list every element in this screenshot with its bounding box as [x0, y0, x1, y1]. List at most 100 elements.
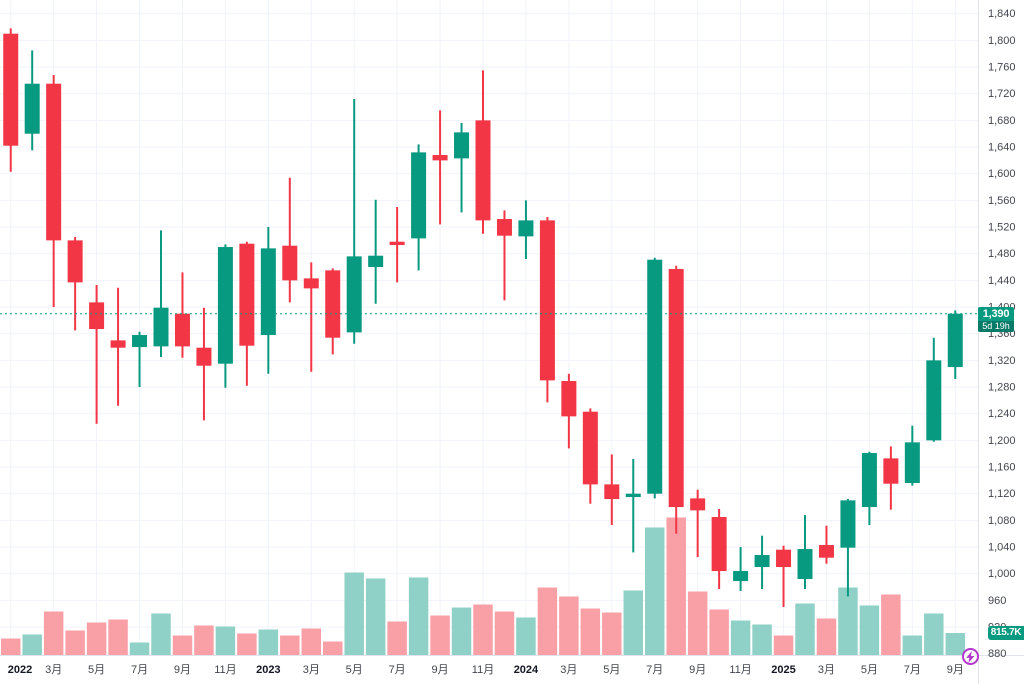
volume-bar [773, 635, 794, 656]
candles [3, 28, 963, 608]
volume-bar [215, 626, 236, 656]
volume-bar [22, 634, 42, 656]
bar-countdown-label: 5d 19h [978, 320, 1014, 332]
month-tick-label: 7月 [131, 664, 148, 676]
price-tick-label: 880 [988, 648, 1006, 660]
candle-body [625, 493, 641, 498]
candle-body [368, 255, 384, 268]
candle-body [561, 381, 577, 417]
candle-body [861, 453, 877, 508]
volume-bar [816, 618, 837, 656]
price-tick-label: 1,800 [988, 35, 1016, 47]
candle-body [454, 132, 470, 159]
candle-body [668, 269, 684, 508]
current-volume-badge: 815.7K [988, 626, 1024, 641]
price-tick-label: 1,520 [988, 222, 1016, 234]
candle-body [174, 313, 190, 347]
month-tick-label: 7月 [904, 664, 921, 676]
candle-body [282, 245, 298, 281]
price-tick-label: 1,480 [988, 248, 1016, 260]
candle-body [239, 243, 255, 346]
volume-bar [151, 613, 171, 656]
candle-body [346, 256, 362, 333]
month-tick-label: 9月 [689, 664, 706, 676]
volume-bar [859, 605, 880, 656]
month-tick-label: 5月 [861, 664, 878, 676]
price-tick-label: 1,320 [988, 355, 1016, 367]
candle-body [110, 340, 126, 348]
month-tick-label: 7月 [389, 664, 406, 676]
lightning-icon [966, 650, 975, 663]
month-tick-label: 3月 [560, 664, 577, 676]
candle-body [797, 549, 813, 580]
volume-bar [537, 587, 558, 656]
volume-bar [645, 527, 665, 656]
month-tick-label: 5月 [346, 664, 363, 676]
candle-body [883, 458, 899, 484]
price-tick-label: 1,600 [988, 168, 1016, 180]
volume-bar [86, 622, 107, 656]
candle-body [647, 259, 663, 494]
candle-body [67, 240, 83, 283]
volume-bar [602, 612, 622, 656]
candle-body [518, 220, 534, 237]
year-tick-label: 2025 [771, 664, 795, 676]
candle-body [24, 83, 40, 134]
volume-bar [365, 578, 386, 656]
candle-body [217, 247, 233, 364]
volume-bars [1, 517, 965, 656]
price-tick-label: 1,680 [988, 115, 1016, 127]
candle-body [303, 278, 319, 289]
candle-body [196, 347, 212, 366]
time-axis[interactable] [0, 655, 1024, 684]
price-tick-label: 1,160 [988, 462, 1016, 474]
volume-bar [580, 608, 601, 656]
price-tick-label: 1,200 [988, 435, 1016, 447]
volume-bar [65, 630, 85, 656]
volume-bar [237, 633, 257, 656]
candle-body [840, 500, 856, 548]
volume-bar [408, 577, 429, 656]
month-tick-label: 11月 [214, 664, 236, 676]
month-tick-label: 11月 [472, 664, 494, 676]
candle-body [132, 335, 148, 348]
volume-bar [108, 619, 128, 656]
price-tick-label: 960 [988, 595, 1006, 607]
price-tick-label: 1,040 [988, 542, 1016, 554]
volume-bar [194, 625, 214, 656]
candle-body [733, 571, 749, 582]
candle-body [539, 220, 555, 381]
month-tick-label: 9月 [432, 664, 449, 676]
price-tick-label: 1,560 [988, 195, 1016, 207]
year-tick-label: 2022 [8, 664, 32, 676]
volume-bar [902, 635, 923, 656]
current-price-label: 1,390 [978, 306, 1014, 321]
month-tick-label: 3月 [818, 664, 835, 676]
candle-body [432, 155, 448, 161]
volume-bar [387, 621, 407, 656]
candle-body [153, 307, 169, 347]
volume-bar [43, 611, 64, 656]
candle-body [3, 33, 19, 146]
price-tick-label: 1,120 [988, 488, 1016, 500]
volume-bar [494, 611, 515, 656]
candle-body [411, 152, 427, 239]
volume-bar [280, 635, 300, 656]
volume-bar [730, 620, 751, 656]
volume-bar [838, 587, 858, 656]
price-tick-label: 1,720 [988, 88, 1016, 100]
candle-body [711, 517, 727, 572]
volume-bar [516, 617, 536, 656]
candle-body [690, 498, 706, 511]
volume-bar [344, 572, 364, 656]
volume-bar [795, 603, 815, 656]
volume-bar [301, 628, 321, 656]
price-tick-label: 1,280 [988, 382, 1016, 394]
volume-bar [451, 607, 472, 656]
month-tick-label: 3月 [45, 664, 62, 676]
instant-trading-button[interactable] [962, 648, 979, 665]
time-axis-labels: 2022 3月 5月 7月 9月 11月 2023 3月 5月 7月 9月 11月 2024 3月 5月 7月… [8, 664, 964, 676]
candle-body [582, 411, 598, 485]
